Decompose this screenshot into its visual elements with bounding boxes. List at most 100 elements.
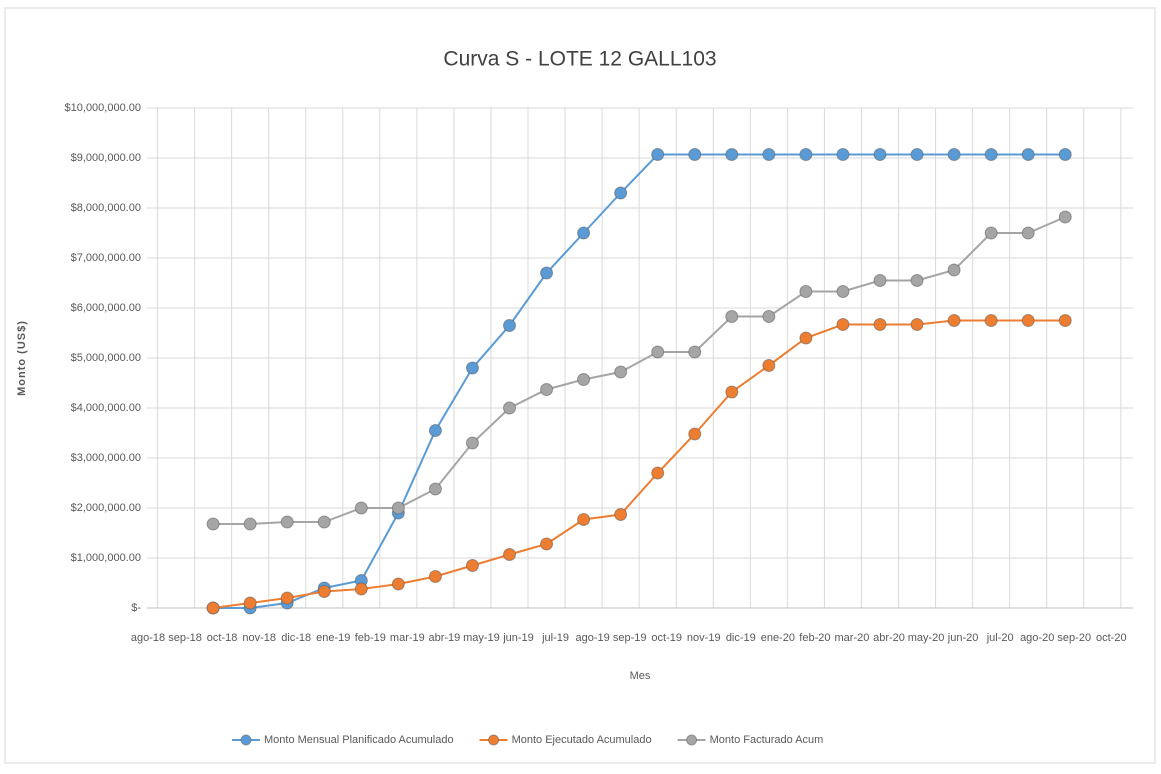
x-tick-label: nov-19 xyxy=(687,632,721,644)
y-tick-label: $9,000,000.00 xyxy=(71,152,141,164)
x-axis-title: Mes xyxy=(630,670,651,682)
data-point xyxy=(725,310,739,323)
x-tick-label: dic-18 xyxy=(281,632,311,644)
data-point xyxy=(1021,148,1035,161)
data-point xyxy=(540,537,554,551)
y-tick-label: $5,000,000.00 xyxy=(71,352,141,364)
x-tick-label: jun-19 xyxy=(502,632,534,644)
data-point xyxy=(503,401,516,415)
x-tick-label: jun-20 xyxy=(947,632,979,644)
data-point xyxy=(503,548,516,561)
x-tick-label: jul-20 xyxy=(986,632,1014,644)
data-point xyxy=(465,361,479,375)
data-point xyxy=(540,383,554,396)
data-point xyxy=(614,508,628,521)
y-tick-label: $1,000,000.00 xyxy=(71,552,141,564)
x-tick-label: dic-19 xyxy=(726,632,756,644)
x-tick-label: ago-18 xyxy=(131,632,165,644)
data-point xyxy=(317,585,331,598)
y-axis-title: Monto (US$) xyxy=(16,320,28,396)
data-point xyxy=(391,501,405,515)
x-tick-label: oct-18 xyxy=(207,632,238,644)
data-point xyxy=(1058,210,1072,224)
y-tick-label: $- xyxy=(131,602,141,614)
data-point xyxy=(428,570,442,583)
data-point xyxy=(762,359,776,372)
legend-marker xyxy=(686,734,698,746)
legend-marker xyxy=(488,734,500,746)
x-tick-label: may-19 xyxy=(463,632,500,644)
data-point xyxy=(428,482,442,496)
data-point xyxy=(614,365,628,379)
data-point xyxy=(688,148,702,161)
data-point xyxy=(725,148,739,161)
data-point xyxy=(762,148,776,161)
x-tick-label: ago-19 xyxy=(575,632,609,644)
x-tick-label: sep-18 xyxy=(168,632,202,644)
data-point xyxy=(206,517,220,531)
data-point xyxy=(836,318,850,331)
data-point xyxy=(465,559,479,572)
data-point xyxy=(651,148,665,161)
x-tick-label: feb-19 xyxy=(355,632,386,644)
y-tick-label: $6,000,000.00 xyxy=(71,302,141,314)
data-point xyxy=(1021,314,1035,327)
y-tick-label: $8,000,000.00 xyxy=(71,202,141,214)
x-tick-label: abr-20 xyxy=(873,632,905,644)
data-point xyxy=(910,274,924,287)
data-point xyxy=(688,427,702,441)
data-point xyxy=(651,466,665,480)
data-point xyxy=(280,515,294,529)
x-tick-label: nov-18 xyxy=(242,632,276,644)
data-point xyxy=(799,331,813,345)
x-tick-label: oct-19 xyxy=(651,632,682,644)
data-point xyxy=(910,148,924,161)
data-point xyxy=(836,285,850,298)
legend-label: Monto Mensual Planificado Acumulado xyxy=(264,734,454,746)
data-point xyxy=(577,373,591,386)
x-tick-label: ago-20 xyxy=(1020,632,1054,644)
data-point xyxy=(540,266,554,280)
data-point xyxy=(984,226,998,240)
data-point xyxy=(354,582,368,596)
x-tick-label: feb-20 xyxy=(799,632,830,644)
data-point xyxy=(799,148,813,161)
data-point xyxy=(354,501,368,515)
data-point xyxy=(910,318,924,331)
y-tick-label: $7,000,000.00 xyxy=(71,252,141,264)
data-point xyxy=(1058,148,1072,161)
data-point xyxy=(465,436,479,450)
y-tick-label: $2,000,000.00 xyxy=(71,502,141,514)
x-tick-label: sep-19 xyxy=(613,632,647,644)
y-tick-label: $10,000,000.00 xyxy=(65,102,141,114)
data-point xyxy=(577,226,591,240)
data-point xyxy=(206,601,220,615)
data-point xyxy=(762,310,776,323)
data-point xyxy=(725,385,739,399)
x-tick-label: sep-20 xyxy=(1057,632,1091,644)
data-point xyxy=(947,314,961,327)
data-point xyxy=(984,148,998,161)
data-point xyxy=(873,274,887,287)
data-point xyxy=(317,515,331,529)
x-tick-label: ene-20 xyxy=(761,632,795,644)
data-point xyxy=(243,517,257,531)
chart-border xyxy=(4,7,1156,764)
chart-title: Curva S - LOTE 12 GALL103 xyxy=(443,48,716,71)
data-point xyxy=(984,314,998,327)
x-tick-label: abr-19 xyxy=(429,632,461,644)
data-point xyxy=(836,148,850,161)
data-point xyxy=(614,186,628,200)
x-tick-label: mar-20 xyxy=(835,632,870,644)
data-point xyxy=(873,148,887,161)
data-point xyxy=(243,596,257,610)
data-point xyxy=(651,345,665,359)
data-point xyxy=(1021,226,1035,240)
legend-label: Monto Facturado Acum xyxy=(710,734,824,746)
legend-marker xyxy=(240,734,252,746)
data-point xyxy=(947,148,961,161)
x-tick-label: mar-19 xyxy=(390,632,425,644)
data-point xyxy=(391,577,405,591)
data-point xyxy=(688,345,702,359)
data-point xyxy=(799,285,813,298)
